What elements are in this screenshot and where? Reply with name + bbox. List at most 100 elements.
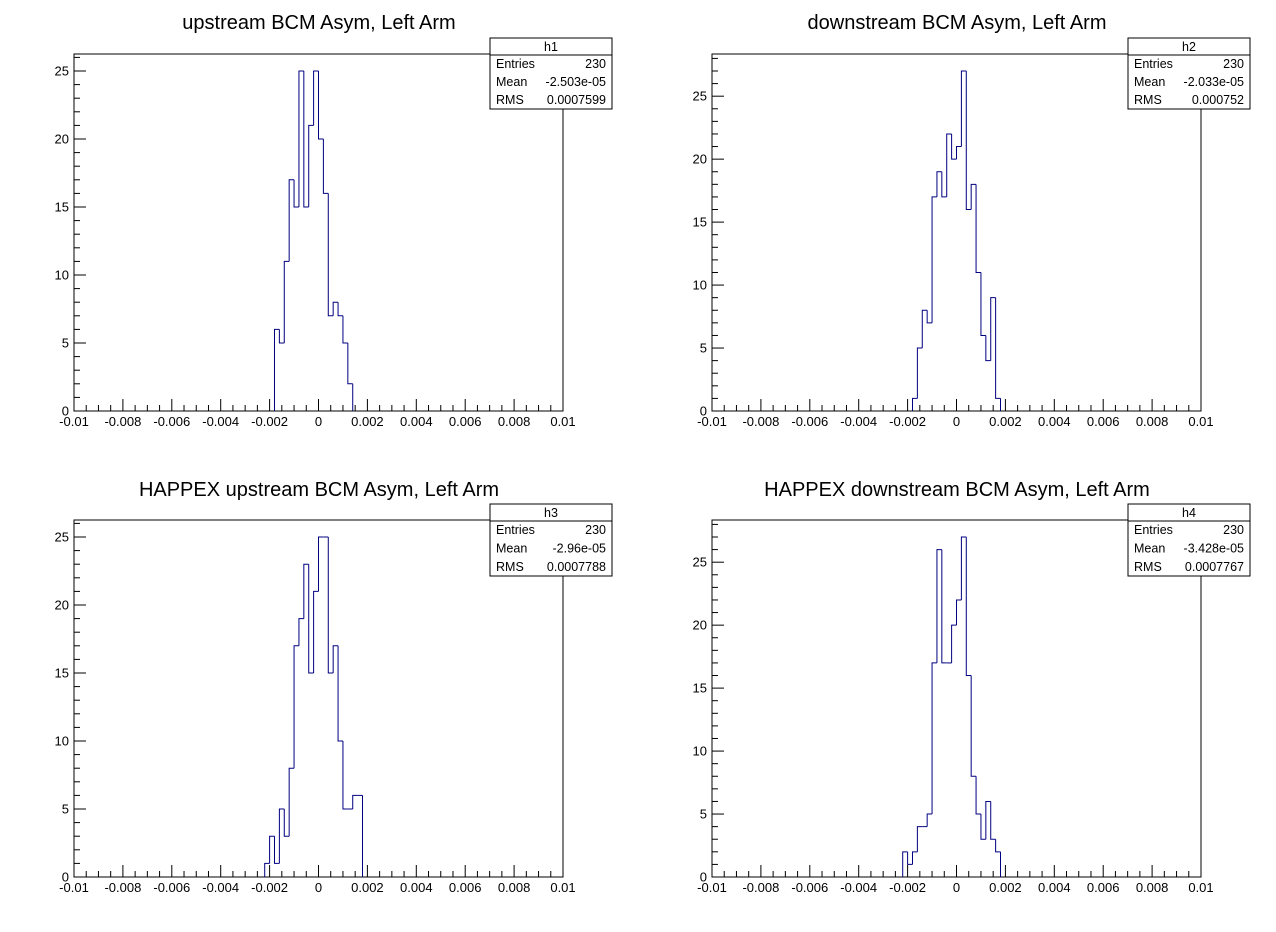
x-tick-label: -0.01 xyxy=(697,414,727,429)
stats-value: -2.503e-05 xyxy=(546,75,607,89)
x-tick-label: 0.01 xyxy=(1188,414,1213,429)
x-tick-label: -0.008 xyxy=(742,414,779,429)
y-tick-label: 0 xyxy=(700,404,707,419)
histogram-bin xyxy=(332,645,339,673)
chart-title: downstream BCM Asym, Left Arm xyxy=(808,12,1107,34)
x-tick-label: -0.002 xyxy=(889,414,926,429)
stats-box-frame xyxy=(1127,503,1251,577)
x-tick-label: 0.002 xyxy=(351,414,384,429)
histogram-bin xyxy=(921,309,928,349)
x-tick-label: -0.004 xyxy=(202,414,239,429)
stats-label: RMS xyxy=(1134,93,1162,107)
x-tick-label: 0 xyxy=(315,880,322,895)
x-tick-label: 0.004 xyxy=(1038,414,1071,429)
y-tick-label: 5 xyxy=(700,807,707,822)
histogram-bin xyxy=(990,297,996,361)
x-tick-label: -0.002 xyxy=(251,414,288,429)
x-tick-label: -0.01 xyxy=(59,414,89,429)
stats-value: 0.0007767 xyxy=(1185,560,1244,574)
x-tick-label: 0.004 xyxy=(400,880,433,895)
y-tick-label: 10 xyxy=(693,744,707,759)
x-tick-label: -0.006 xyxy=(153,414,190,429)
stats-value: 0.0007788 xyxy=(547,560,606,574)
y-tick-label: 20 xyxy=(693,152,707,167)
x-tick-label: -0.008 xyxy=(742,880,779,895)
chart-title: HAPPEX downstream BCM Asym, Left Arm xyxy=(764,479,1150,501)
stats-box: h2 Entries 230 Mean -2.033e-05 RMS 0.000752 xyxy=(1127,37,1251,110)
x-tick-label: -0.004 xyxy=(840,414,877,429)
y-tick-label: 15 xyxy=(693,681,707,696)
histogram-bin xyxy=(278,808,285,864)
histogram-bin xyxy=(308,124,314,207)
stats-value: 230 xyxy=(1223,523,1244,537)
histogram-bin xyxy=(975,776,981,815)
stats-box: h1 Entries 230 Mean -2.503e-05 RMS 0.0007599 xyxy=(489,37,613,110)
histogram-bin xyxy=(308,564,314,674)
x-tick-label: 0 xyxy=(315,414,322,429)
y-tick-label: 10 xyxy=(55,734,69,749)
stats-value: 230 xyxy=(585,57,606,71)
histogram-bin xyxy=(916,347,923,399)
histogram-bin xyxy=(936,549,942,663)
stats-value: -2.033e-05 xyxy=(1184,75,1245,89)
histogram-bin xyxy=(951,133,957,160)
y-tick-label: 25 xyxy=(693,555,707,570)
histogram-bin xyxy=(264,862,270,877)
x-tick-label: -0.008 xyxy=(104,880,141,895)
y-tick-label: 20 xyxy=(55,132,69,147)
histogram-bin xyxy=(931,196,937,323)
y-tick-label: 0 xyxy=(62,870,69,885)
histogram-bin xyxy=(352,794,358,809)
histogram-bin xyxy=(342,315,348,344)
histogram-bin xyxy=(956,146,962,160)
stats-label: RMS xyxy=(1134,560,1162,574)
x-tick-label: -0.004 xyxy=(202,880,239,895)
x-tick-label: -0.006 xyxy=(153,880,190,895)
histogram-bin xyxy=(931,662,937,815)
histogram-bin xyxy=(941,171,947,198)
histogram-bin xyxy=(303,563,309,619)
histogram-bin xyxy=(902,851,908,877)
stats-label: Entries xyxy=(1134,57,1173,71)
histogram-bin xyxy=(960,536,967,600)
histogram-bin xyxy=(960,70,967,147)
histogram-bin xyxy=(347,343,353,385)
histogram-bin xyxy=(303,71,309,208)
stats-box-name: h4 xyxy=(1182,506,1196,520)
stats-label: RMS xyxy=(496,93,524,107)
stats-box: h4 Entries 230 Mean -3.428e-05 RMS 0.0007767 xyxy=(1127,503,1251,577)
x-tick-label: -0.01 xyxy=(59,880,89,895)
y-tick-label: 10 xyxy=(693,278,707,293)
x-tick-label: -0.002 xyxy=(889,880,926,895)
x-tick-label: 0.006 xyxy=(449,414,482,429)
x-tick-label: 0.008 xyxy=(1136,414,1169,429)
stats-label: Mean xyxy=(1134,75,1165,89)
histogram-bin xyxy=(936,171,942,197)
histogram-bin xyxy=(916,826,923,852)
x-tick-label: 0.002 xyxy=(351,880,384,895)
stats-value: -3.428e-05 xyxy=(1184,542,1245,556)
histogram-bin xyxy=(273,328,280,411)
x-tick-label: 0.002 xyxy=(989,414,1022,429)
histogram-bin xyxy=(995,839,1001,853)
stats-value: 230 xyxy=(585,523,606,537)
histogram-bin xyxy=(990,801,996,840)
y-tick-label: 5 xyxy=(700,341,707,356)
chart-title: HAPPEX upstream BCM Asym, Left Arm xyxy=(139,479,499,501)
y-tick-label: 5 xyxy=(62,336,69,351)
histogram-bin xyxy=(293,179,299,208)
x-tick-label: 0.008 xyxy=(1136,880,1169,895)
y-tick-label: 15 xyxy=(55,666,69,681)
y-tick-label: 25 xyxy=(693,89,707,104)
histogram-bin xyxy=(970,675,977,777)
y-tick-label: 20 xyxy=(55,598,69,613)
histogram-bin xyxy=(965,537,972,677)
histogram-bin xyxy=(980,272,986,336)
histogram-bin xyxy=(995,297,1001,399)
histogram-bin xyxy=(327,193,334,317)
histogram-bin xyxy=(313,590,319,673)
x-tick-label: 0.002 xyxy=(989,880,1022,895)
x-tick-label: 0 xyxy=(953,880,960,895)
y-tick-label: 25 xyxy=(55,530,69,545)
x-tick-label: 0.006 xyxy=(449,880,482,895)
